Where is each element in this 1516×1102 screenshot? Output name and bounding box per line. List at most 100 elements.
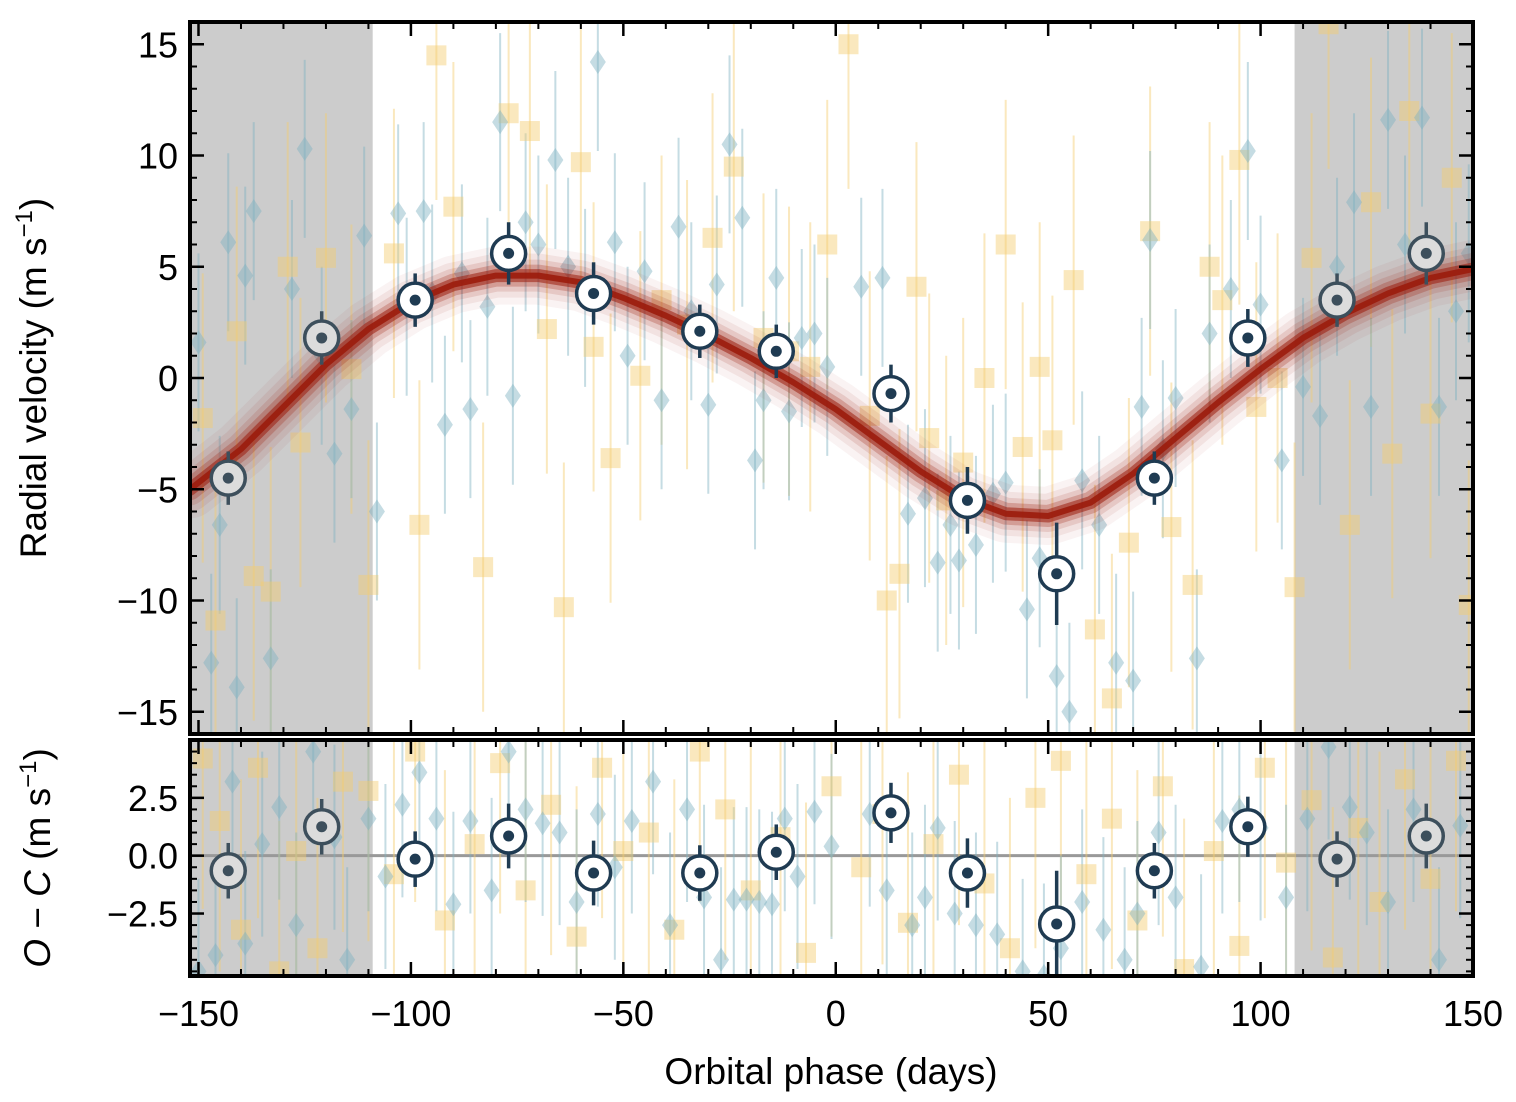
- residual-binned-point-center: [885, 807, 897, 819]
- rv-diamond-point: [547, 147, 564, 172]
- rv-shaded-region: [1294, 22, 1473, 734]
- rv-square-point: [1339, 514, 1360, 535]
- residual-binned-point-center: [1148, 865, 1160, 877]
- rv-square-point: [838, 34, 859, 55]
- rv-diamond-point: [942, 512, 959, 537]
- residual-diamond-point: [946, 901, 963, 926]
- rv-diamond-point: [747, 448, 764, 473]
- residual-diamond-point: [462, 808, 479, 833]
- rv-square-point: [243, 566, 264, 587]
- residual-diamond-point: [534, 811, 551, 836]
- residual-square-point: [1348, 817, 1369, 838]
- rv-diamond-point: [1414, 105, 1431, 130]
- residual-square-point: [434, 910, 455, 931]
- residual-diamond-point: [1214, 808, 1231, 833]
- residual-square-point: [286, 841, 307, 862]
- residual-square-point: [490, 753, 511, 774]
- rv-binned-point-center: [588, 287, 600, 299]
- residual-square-point: [1203, 841, 1224, 862]
- residual-square-point: [613, 841, 634, 862]
- rv-diamond-point: [245, 199, 262, 224]
- rv-diamond-point: [415, 199, 432, 224]
- residual-diamond-point: [483, 878, 500, 903]
- rv-square-point: [226, 321, 247, 342]
- rv-diamond-point: [190, 330, 207, 355]
- residual-diamond-point: [662, 913, 679, 938]
- rv-diamond-point: [326, 441, 343, 466]
- rv-square-point: [570, 152, 591, 173]
- rv-square-point: [1118, 532, 1139, 553]
- residual-square-point: [405, 741, 426, 762]
- residual-y-tick-label: 0.0: [128, 836, 178, 877]
- residual-diamond-point: [967, 913, 984, 938]
- residual-y-axis-label: O − C (m s−1): [15, 748, 58, 968]
- residual-diamond-point: [394, 792, 411, 817]
- rv-square-point: [205, 610, 226, 631]
- rv-y-tick-label: −10: [117, 581, 178, 622]
- x-axis-label: Orbital phase (days): [664, 1051, 997, 1092]
- rv-diamond-point: [504, 383, 521, 408]
- rv-square-point: [1229, 149, 1250, 170]
- residual-square-point: [358, 780, 379, 801]
- rv-square-point: [1246, 396, 1267, 417]
- residual-binned-point-center: [316, 821, 328, 833]
- residual-diamond-point: [1299, 806, 1316, 831]
- residual-square-point: [1446, 750, 1467, 771]
- x-tick-label: 150: [1443, 993, 1503, 1034]
- rv-square-point: [315, 247, 336, 268]
- rv-diamond-point: [228, 675, 245, 700]
- residual-square-point: [821, 776, 842, 797]
- rv-binned-point-center: [1420, 247, 1432, 259]
- rv-diamond-point: [1074, 468, 1091, 493]
- rv-diamond-point: [343, 397, 360, 422]
- rv-shaded-region: [190, 22, 373, 734]
- rv-y-tick-label: 15: [138, 24, 178, 65]
- rv-square-point: [426, 45, 447, 66]
- rv-diamond-point: [1239, 139, 1256, 164]
- rv-square-point: [290, 432, 311, 453]
- residual-diamond-point: [339, 947, 356, 972]
- rv-diamond-point: [1061, 699, 1078, 724]
- rv-diamond-point: [296, 136, 313, 161]
- rv-diamond-point: [606, 230, 623, 255]
- rv-square-point: [817, 234, 838, 255]
- residual-binned-point-center: [694, 867, 706, 879]
- residual-binned-point-center: [1420, 830, 1432, 842]
- rv-diamond-point: [1431, 394, 1448, 419]
- residual-diamond-point: [360, 806, 377, 831]
- residual-diamond-point: [1193, 954, 1210, 976]
- rv-square-point: [341, 359, 362, 380]
- residual-square-point: [1254, 757, 1275, 778]
- residual-square-point: [1152, 776, 1173, 797]
- rv-diamond-point: [708, 272, 725, 297]
- rv-square-point: [889, 563, 910, 584]
- residual-diamond-point: [751, 889, 768, 914]
- residual-diamond-point: [679, 797, 696, 822]
- rv-square-point: [1267, 368, 1288, 388]
- rv-binned-point-center: [694, 325, 706, 337]
- residual-binned-point-center: [222, 865, 234, 877]
- rv-diamond-point: [734, 205, 751, 230]
- residual-diamond-point: [517, 797, 534, 822]
- residual-diamond-point: [411, 760, 428, 785]
- rv-square-point: [1382, 443, 1403, 464]
- rv-square-point: [1140, 221, 1161, 242]
- residual-square-point: [1101, 808, 1122, 829]
- residual-diamond-point: [764, 892, 781, 917]
- rv-diamond-point: [1363, 394, 1380, 419]
- rv-diamond-point: [700, 392, 717, 417]
- rv-square-point: [1318, 22, 1339, 35]
- residual-diamond-point: [878, 878, 895, 903]
- rv-model-band: [190, 253, 1473, 532]
- residual-diamond-point: [1014, 959, 1031, 976]
- residual-diamond-point: [288, 913, 305, 938]
- rv-diamond-point: [806, 321, 823, 346]
- residual-square-point: [740, 880, 761, 901]
- rv-square-point: [260, 581, 281, 602]
- rv-square-point: [906, 276, 927, 297]
- rv-diamond-point: [1188, 646, 1205, 671]
- rv-y-tick-label: −15: [117, 692, 178, 733]
- residual-diamond-point: [1116, 947, 1133, 972]
- residual-diamond-point: [623, 808, 640, 833]
- residual-square-point: [209, 810, 230, 831]
